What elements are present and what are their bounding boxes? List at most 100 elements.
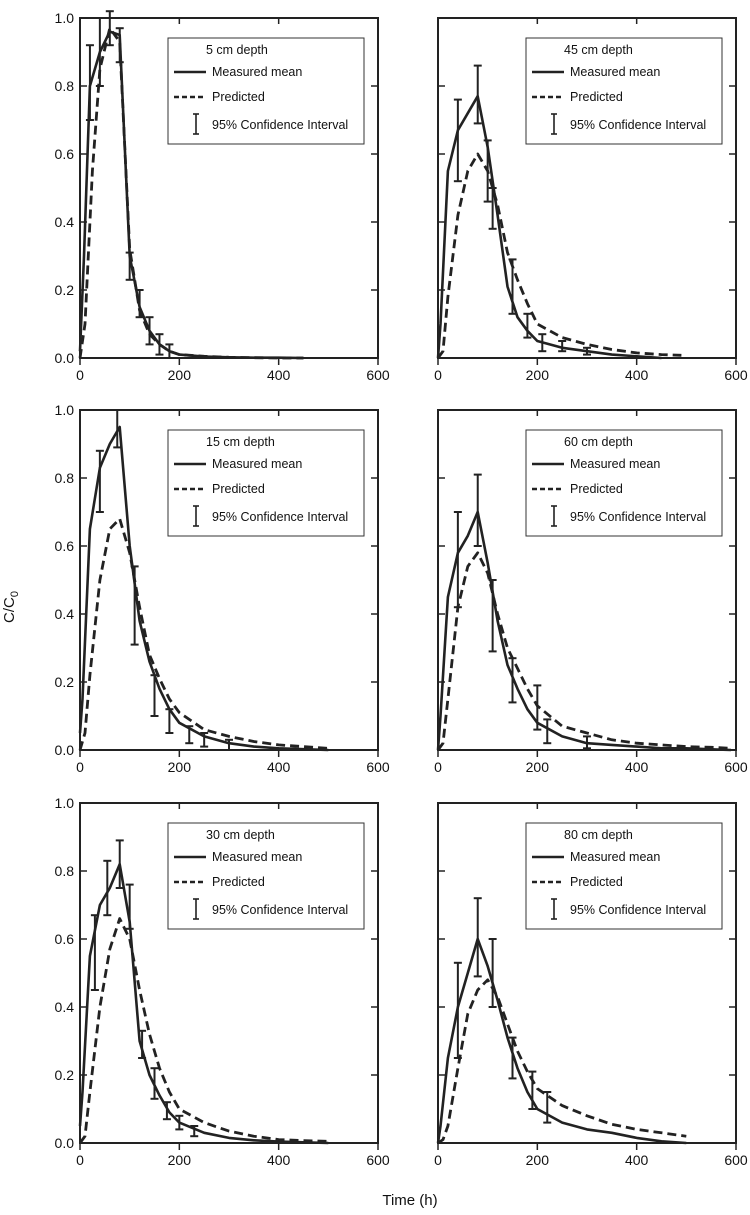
y-tick-label: 0.8	[55, 78, 75, 94]
error-bar	[175, 1114, 184, 1131]
measured-line	[78, 425, 329, 752]
error-bar	[200, 732, 209, 748]
error-bar	[538, 333, 547, 353]
y-tick-label: 0.8	[55, 863, 75, 879]
error-bar	[115, 839, 124, 889]
legend-predicted-label: Predicted	[212, 90, 265, 104]
error-bar	[95, 17, 104, 87]
error-bar	[543, 718, 552, 745]
y-tick-label: 1.0	[55, 402, 75, 418]
panel-15-cm-depth: 0.0 0.2 0.4 0.6 0.8 1.0 0 200 400 600 15 cm depth M…	[55, 402, 390, 775]
error-bar	[483, 139, 492, 203]
error-bar	[583, 346, 591, 356]
x-tick-label: 400	[267, 759, 291, 775]
legend-measured-label: Measured mean	[570, 457, 660, 471]
legend-box	[167, 429, 365, 537]
legend: 5 cm depth Measured mean Predicted 95% Conf…	[167, 37, 365, 145]
y-tick-label: 0.0	[55, 1135, 75, 1151]
x-tick-label: 0	[434, 759, 442, 775]
y-tick-label: 1.0	[55, 795, 75, 811]
legend-title: 5 cm depth	[206, 43, 268, 57]
x-tick-label: 400	[625, 367, 649, 383]
error-bar	[473, 64, 482, 125]
x-tick-label: 200	[168, 367, 192, 383]
legend-ci-label: 95% Confidence Interval	[212, 903, 348, 917]
error-bar	[543, 1091, 552, 1124]
legend-measured-label: Measured mean	[212, 457, 302, 471]
error-bar	[165, 343, 174, 359]
error-bar	[150, 674, 159, 717]
y-tick-label: 0.0	[55, 742, 75, 758]
error-bar	[190, 1125, 199, 1138]
x-tick-label: 600	[724, 1152, 748, 1168]
x-tick-label: 200	[168, 1152, 192, 1168]
error-bar	[90, 914, 99, 991]
y-tick-label: 0.4	[55, 214, 75, 230]
x-tick-label: 600	[366, 1152, 390, 1168]
measured-line	[436, 937, 687, 1145]
predicted-line	[436, 551, 732, 751]
predicted-line	[78, 917, 329, 1144]
legend-predicted-label: Predicted	[570, 482, 623, 496]
legend: 60 cm depth Measured mean Predicted 95% Con…	[525, 429, 723, 537]
measured-line	[436, 510, 732, 752]
x-tick-label: 0	[434, 1152, 442, 1168]
measured-line	[436, 94, 662, 360]
error-bar	[138, 1029, 147, 1059]
y-tick-label: 0.8	[55, 470, 75, 486]
legend-title: 80 cm depth	[564, 828, 633, 842]
error-bar	[488, 579, 497, 653]
legend-measured-label: Measured mean	[212, 65, 302, 79]
legend-predicted-label: Predicted	[212, 482, 265, 496]
error-bar	[225, 738, 233, 751]
plot-frame	[437, 17, 737, 359]
error-bar	[488, 187, 497, 230]
error-bar	[145, 316, 154, 346]
error-bar	[162, 1101, 171, 1121]
error-bar	[453, 511, 462, 609]
error-bar	[528, 1070, 537, 1110]
error-bar	[508, 1036, 517, 1080]
error-bar	[155, 333, 164, 356]
panel-60-cm-depth: 0 200 400 600 60 cm depth Measured mean Predic…	[434, 409, 748, 775]
y-tick-label: 0.4	[55, 606, 75, 622]
y-tick-label: 0.2	[55, 1067, 75, 1083]
y-axis-title: C/C0	[1, 591, 21, 623]
y-tick-label: 0.0	[55, 350, 75, 366]
legend-box	[167, 37, 365, 145]
x-tick-label: 400	[625, 759, 649, 775]
x-tick-label: 200	[526, 367, 550, 383]
error-bar	[508, 657, 517, 704]
error-bar	[473, 473, 482, 547]
legend-box	[525, 429, 723, 537]
legend-title: 15 cm depth	[206, 435, 275, 449]
x-tick-label: 400	[267, 1152, 291, 1168]
x-tick-label: 0	[76, 1152, 84, 1168]
legend-box	[525, 822, 723, 930]
legend: 45 cm depth Measured mean Predicted 95% Con…	[525, 37, 723, 145]
error-bar	[125, 883, 134, 930]
error-bar	[523, 312, 532, 339]
x-tick-label: 0	[434, 367, 442, 383]
error-bar	[95, 449, 104, 513]
x-tick-label: 200	[526, 1152, 550, 1168]
x-tick-label: 200	[168, 759, 192, 775]
plot-frame	[437, 409, 737, 751]
legend: 80 cm depth Measured mean Predicted 95% Con…	[525, 822, 723, 930]
plot-frame	[79, 802, 379, 1144]
error-bar	[115, 27, 124, 64]
x-tick-label: 200	[526, 759, 550, 775]
error-bar	[135, 289, 144, 319]
error-bar	[130, 565, 139, 646]
y-tick-label: 0.2	[55, 674, 75, 690]
legend-ci-label: 95% Confidence Interval	[212, 118, 348, 132]
y-tick-label: 0.4	[55, 999, 75, 1015]
error-bar	[583, 735, 591, 750]
x-tick-label: 600	[366, 367, 390, 383]
error-bar	[105, 10, 114, 47]
panel-5-cm-depth: 0.0 0.2 0.4 0.6 0.8 1.0 0 200 400 600 5 cm depth Me…	[55, 10, 390, 383]
error-bar	[488, 938, 497, 1008]
legend-box	[167, 822, 365, 930]
legend-ci-label: 95% Confidence Interval	[570, 118, 706, 132]
